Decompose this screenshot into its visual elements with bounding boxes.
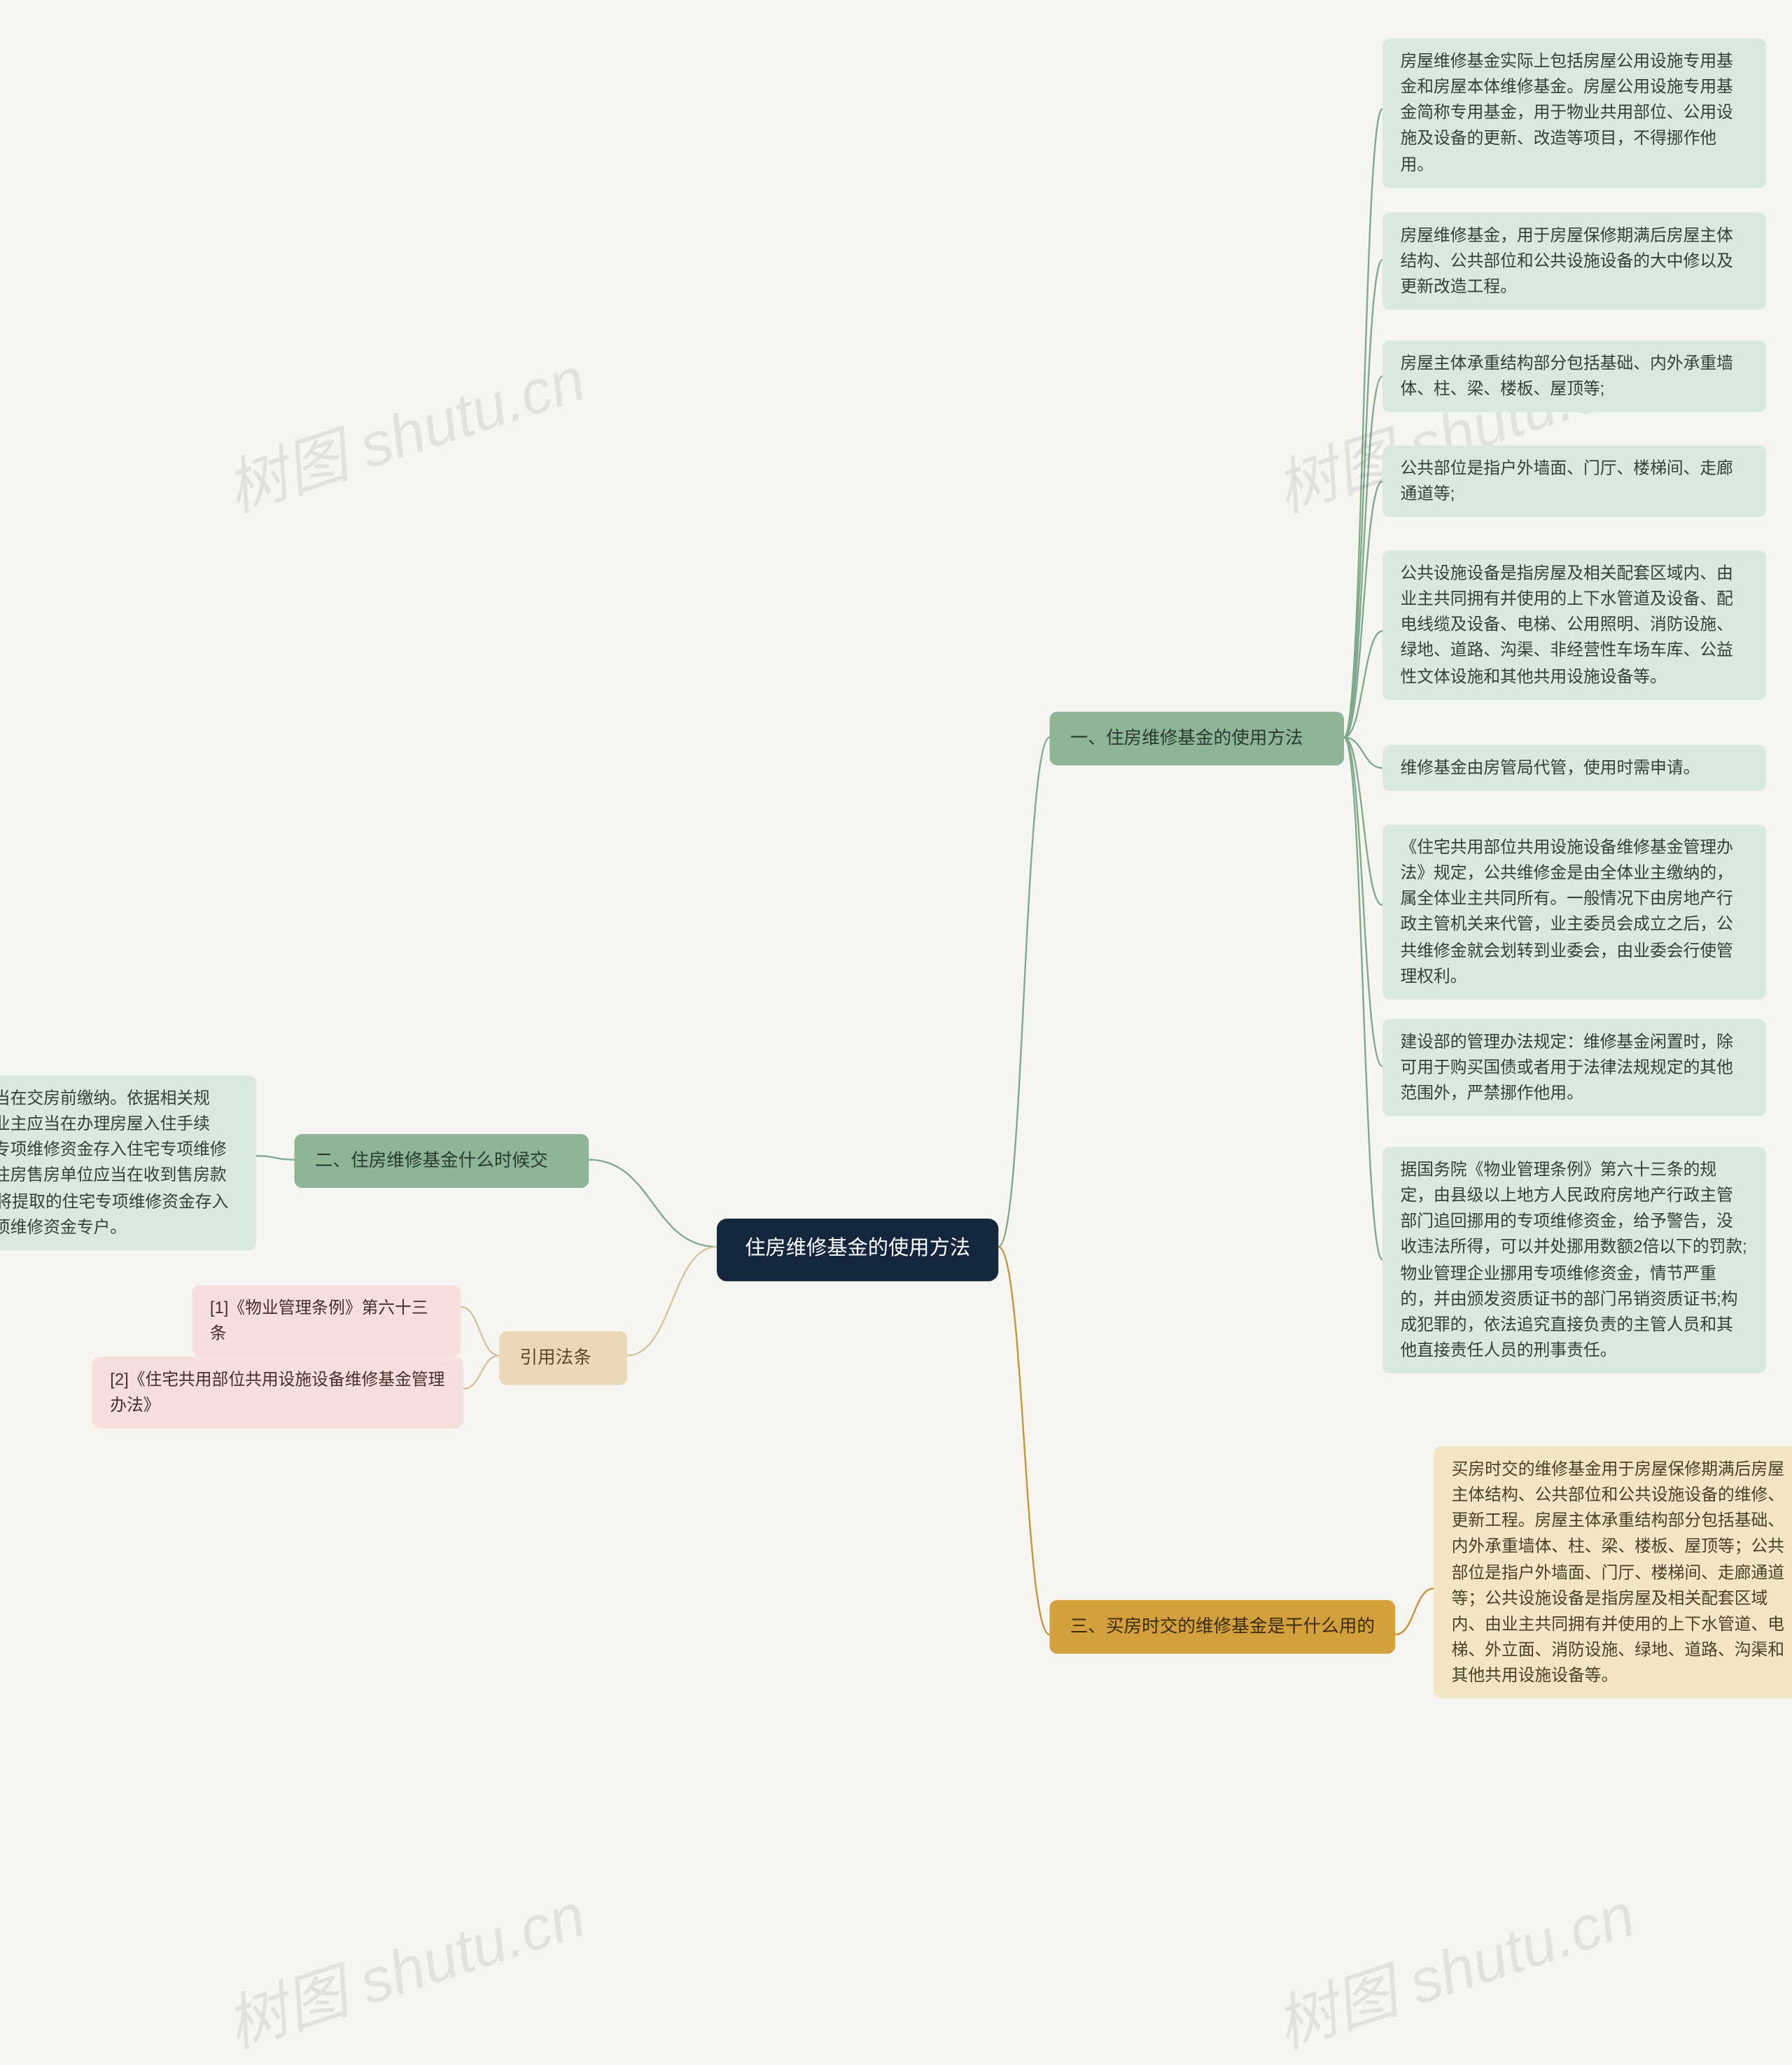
node-b4l2: [2]《住宅共用部位共用设施设备维修基金管理办法》 <box>92 1357 463 1429</box>
node-b4l1: [1]《物业管理条例》第六十三条 <box>192 1285 461 1357</box>
edge <box>589 1160 717 1247</box>
edge <box>1344 737 1382 1259</box>
edge <box>998 737 1049 1247</box>
edge <box>1344 737 1382 1066</box>
edge <box>1344 737 1382 768</box>
node-b1: 一、住房维修基金的使用方法 <box>1049 712 1344 765</box>
edge <box>463 1355 499 1389</box>
node-b2: 二、住房维修基金什么时候交 <box>295 1134 589 1187</box>
node-b4: 引用法条 <box>499 1331 627 1385</box>
node-b3: 三、买房时交的维修基金是干什么用的 <box>1049 1600 1395 1653</box>
edge <box>998 1247 1049 1634</box>
node-b1l4: 公共部位是指户外墙面、门厅、楼梯间、走廊通道等; <box>1382 445 1767 517</box>
edge <box>256 1156 295 1159</box>
edge <box>1344 377 1382 738</box>
node-b1l7: 《住宅共用部位共用设施设备维修基金管理办法》规定，公共维修金是由全体业主缴纳的，… <box>1382 825 1767 1000</box>
edge <box>1344 482 1382 738</box>
edge <box>1344 108 1382 737</box>
edge <box>1344 260 1382 737</box>
edge <box>461 1307 499 1355</box>
node-b1l1: 房屋维修基金实际上包括房屋公用设施专用基金和房屋本体维修基金。房屋公用设施专用基… <box>1382 38 1767 188</box>
node-b1l2: 房屋维修基金，用于房屋保修期满后房屋主体结构、公共部位和公共设施设备的大中修以及… <box>1382 213 1767 311</box>
edge <box>1395 1588 1434 1634</box>
node-b1l8: 建设部的管理办法规定：维修基金闲置时，除可用于购买国债或者用于法律法规规定的其他… <box>1382 1019 1767 1117</box>
node-b1l6: 维修基金由房管局代管，使用时需申请。 <box>1382 745 1767 791</box>
node-b3l1: 买房时交的维修基金用于房屋保修期满后房屋主体结构、公共部位和公共设施设备的维修、… <box>1434 1446 1792 1699</box>
node-root: 住房维修基金的使用方法 <box>717 1219 998 1281</box>
watermark: 树图 shutu.cn <box>213 1865 594 2065</box>
watermark: 树图 shutu.cn <box>1263 1865 1644 2065</box>
edge <box>1344 631 1382 737</box>
node-b2l1: 住房维修基金应当在交房前缴纳。依据相关规定，商品住宅的业主应当在办理房屋入住手续… <box>0 1075 256 1250</box>
node-b1l3: 房屋主体承重结构部分包括基础、内外承重墙体、柱、梁、楼板、屋顶等; <box>1382 340 1767 412</box>
node-b1l9: 据国务院《物业管理条例》第六十三条的规定，由县级以上地方人民政府房地产行政主管部… <box>1382 1147 1767 1373</box>
edge <box>1344 737 1382 905</box>
edge <box>627 1247 717 1355</box>
node-b1l5: 公共设施设备是指房屋及相关配套区域内、由业主共同拥有并使用的上下水管道及设备、配… <box>1382 550 1767 699</box>
watermark: 树图 shutu.cn <box>213 329 594 529</box>
